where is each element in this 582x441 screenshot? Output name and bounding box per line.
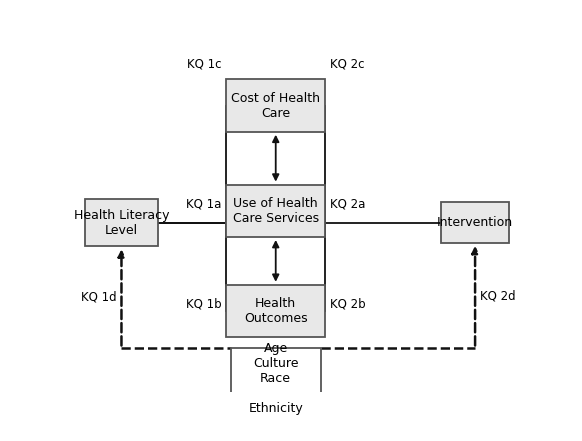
Text: KQ 1b: KQ 1b bbox=[186, 298, 222, 311]
Text: Cost of Health
Care: Cost of Health Care bbox=[231, 92, 320, 120]
Text: Age
Culture
Race

Ethnicity: Age Culture Race Ethnicity bbox=[249, 342, 303, 415]
Bar bbox=[226, 285, 325, 337]
Bar bbox=[230, 348, 321, 409]
Text: Use of Health
Care Services: Use of Health Care Services bbox=[233, 197, 319, 225]
Bar bbox=[86, 199, 158, 247]
Bar bbox=[226, 79, 325, 132]
Text: KQ 2a: KQ 2a bbox=[330, 198, 365, 210]
Text: KQ 1a: KQ 1a bbox=[186, 198, 222, 210]
Text: Health Literacy
Level: Health Literacy Level bbox=[74, 209, 169, 237]
Text: KQ 2b: KQ 2b bbox=[330, 298, 365, 311]
Text: KQ 2d: KQ 2d bbox=[480, 289, 515, 302]
Text: Intervention: Intervention bbox=[437, 216, 513, 229]
Text: Health
Outcomes: Health Outcomes bbox=[244, 297, 307, 325]
Text: KQ 1d: KQ 1d bbox=[81, 291, 117, 304]
Bar bbox=[226, 184, 325, 237]
Bar bbox=[441, 202, 509, 243]
Text: KQ 1c: KQ 1c bbox=[187, 58, 222, 71]
Text: KQ 2c: KQ 2c bbox=[330, 58, 364, 71]
